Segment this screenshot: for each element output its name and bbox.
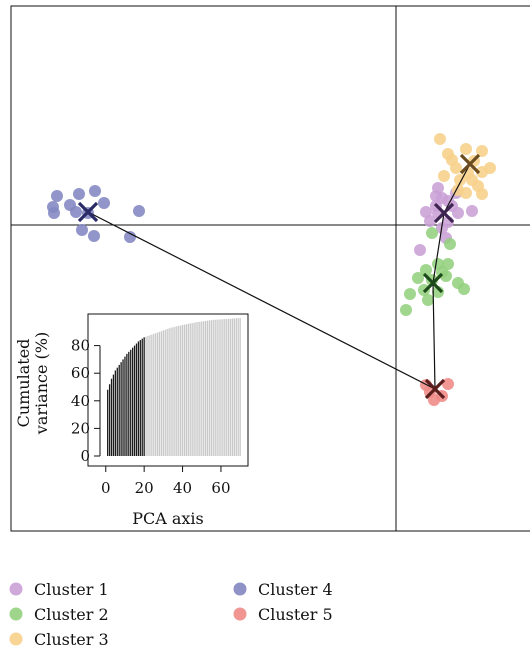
centroid-marker-cluster-4 — [77, 201, 99, 223]
point-cluster-3-8 — [476, 166, 488, 178]
inset-x-tick-label-60: 60 — [211, 479, 230, 497]
legend-item-4: Cluster 4 — [233, 580, 333, 599]
legend-label-1: Cluster 1 — [34, 580, 109, 599]
centroid-stroke-b-1 — [433, 202, 455, 224]
legend-item-1: Cluster 1 — [9, 580, 109, 599]
legend-label-3: Cluster 3 — [34, 630, 109, 649]
centroid-links — [87, 163, 471, 390]
point-cluster-4-3 — [98, 197, 110, 209]
legend-swatch-5 — [233, 607, 247, 621]
point-cluster-4-0 — [51, 190, 63, 202]
centroid-marker-cluster-1 — [433, 202, 455, 224]
point-cluster-3-1 — [460, 143, 472, 155]
centroid-marker-cluster-2 — [422, 272, 444, 294]
inset-axes: 0 20 40 60 80 0 20 40 60 — [71, 337, 231, 497]
centroid-stroke-b-0 — [77, 201, 99, 223]
legend-swatch-2 — [9, 607, 23, 621]
centroid-stroke-b-2 — [459, 153, 481, 175]
point-cluster-1-12 — [430, 190, 442, 202]
point-cluster-4-10 — [88, 230, 100, 242]
point-cluster-1-14 — [424, 215, 436, 227]
inset-y-tick-label-0: 0 — [80, 447, 90, 465]
centroid-stroke-b-3 — [422, 272, 444, 294]
point-cluster-2-1 — [444, 238, 456, 250]
legend-item-2: Cluster 2 — [9, 605, 109, 624]
point-cluster-4-5 — [48, 207, 60, 219]
legend-item-5: Cluster 5 — [233, 605, 333, 624]
legend-label-5: Cluster 5 — [258, 605, 333, 624]
inset-y-tick-label-80: 80 — [71, 337, 90, 355]
legend-label-4: Cluster 4 — [258, 580, 333, 599]
point-cluster-3-15 — [446, 154, 458, 166]
point-cluster-4-1 — [73, 188, 85, 200]
point-cluster-4-9 — [76, 224, 88, 236]
point-cluster-1-8 — [466, 205, 478, 217]
point-cluster-2-12 — [458, 283, 470, 295]
centroid-link-0 — [87, 211, 436, 390]
point-cluster-3-0 — [434, 133, 446, 145]
inset-y-axis-title-line-1: Cumulated — [14, 339, 33, 428]
point-cluster-2-15 — [422, 294, 434, 306]
centroid-marker-cluster-5 — [424, 378, 446, 400]
point-cluster-2-3 — [420, 264, 432, 276]
point-cluster-3-13 — [460, 187, 472, 199]
point-cluster-2-7 — [440, 270, 452, 282]
inset-variance-chart: 0 20 40 60 80 0 20 40 60 PCA axis Cumulated vari… — [14, 313, 249, 528]
centroid-markers — [77, 153, 481, 400]
point-cluster-2-13 — [442, 258, 454, 270]
point-cluster-1-5 — [420, 206, 432, 218]
centroid-link-3 — [443, 163, 471, 214]
legend-label-2: Cluster 2 — [34, 605, 109, 624]
inset-y-tick-label-40: 40 — [71, 392, 90, 410]
point-cluster-3-16 — [466, 174, 478, 186]
legend-swatch-1 — [9, 582, 23, 596]
point-cluster-4-2 — [89, 185, 101, 197]
centroid-link-2 — [432, 212, 445, 284]
centroid-link-1 — [432, 282, 436, 390]
inset-y-tick-label-20: 20 — [71, 419, 90, 437]
point-cluster-3-2 — [476, 145, 488, 157]
centroid-marker-cluster-3 — [459, 153, 481, 175]
point-cluster-3-9 — [438, 170, 450, 182]
inset-x-tick-label-20: 20 — [135, 479, 154, 497]
inset-bars — [107, 318, 241, 456]
point-cluster-4-11 — [124, 231, 136, 243]
point-cluster-1-11 — [414, 244, 426, 256]
inset-x-axis-title: PCA axis — [132, 509, 204, 528]
point-cluster-2-5 — [412, 272, 424, 284]
point-cluster-2-14 — [400, 304, 412, 316]
inset-x-tick-label-40: 40 — [173, 479, 192, 497]
legend-item-3: Cluster 3 — [9, 630, 109, 649]
main-plot-frame — [10, 5, 530, 532]
point-cluster-2-0 — [426, 227, 438, 239]
scatter-points — [47, 133, 496, 406]
legend: Cluster 1 Cluster 2 Cluster 3 Cluster 4 Clus… — [9, 580, 333, 649]
inset-y-axis-title-line-2: variance (%) — [32, 332, 51, 435]
centroid-stroke-b-4 — [424, 378, 446, 400]
point-cluster-4-8 — [133, 205, 145, 217]
inset-y-tick-label-60: 60 — [71, 364, 90, 382]
legend-swatch-3 — [9, 632, 23, 646]
inset-x-tick-label-0: 0 — [101, 479, 111, 497]
point-cluster-4-12 — [64, 199, 76, 211]
legend-swatch-4 — [233, 582, 247, 596]
point-cluster-2-11 — [404, 288, 416, 300]
point-cluster-5-4 — [428, 394, 440, 406]
point-cluster-3-14 — [476, 188, 488, 200]
